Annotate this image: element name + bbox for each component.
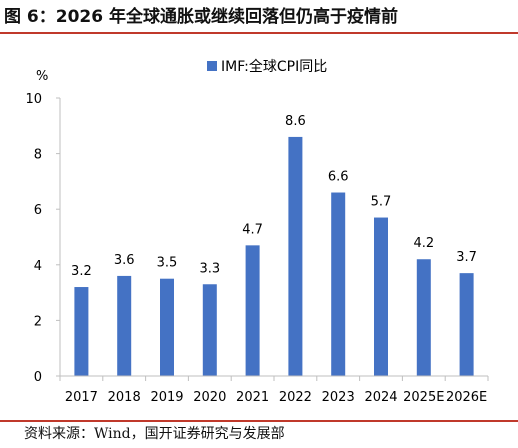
source-note: 资料来源：Wind，国开证券研究与发展部	[24, 426, 285, 442]
data-label: 3.6	[114, 253, 135, 268]
bar-2021	[245, 245, 260, 376]
bar-2025E	[416, 259, 431, 376]
bar-2026E	[459, 273, 474, 376]
legend-swatch	[207, 61, 217, 71]
x-tick-label: 2022	[279, 390, 312, 405]
bar-2019	[160, 278, 174, 376]
data-label: 3.3	[199, 261, 220, 276]
y-tick-label: 2	[34, 314, 42, 329]
x-tick-label: 2023	[322, 390, 355, 405]
bar-2017	[74, 287, 89, 376]
bar-2024	[374, 217, 388, 376]
data-label: 3.7	[456, 250, 477, 265]
data-label: 3.2	[71, 264, 92, 279]
bar-2020	[202, 284, 217, 376]
x-tick-label: 2019	[150, 390, 183, 405]
bars	[74, 136, 474, 376]
x-axis: 2017 2018 2019 2020 2021 2022 2023 2024 2025E 202…	[59, 375, 489, 405]
data-label: 3.5	[157, 256, 178, 271]
x-tick-label: 2017	[65, 390, 98, 405]
data-label: 5.7	[371, 195, 392, 210]
legend: IMF:全球CPI同比	[207, 58, 327, 75]
data-label: 6.6	[328, 170, 349, 185]
x-tick-label: 2020	[193, 390, 226, 405]
x-tick-label: 2024	[364, 390, 397, 405]
bar-2022	[288, 136, 303, 376]
source-rule	[0, 420, 518, 422]
bar-2023	[331, 192, 346, 376]
y-tick-label: 10	[25, 92, 42, 107]
y-tick-label: 4	[34, 259, 42, 274]
title-rule	[0, 32, 518, 34]
y-axis-unit: %	[36, 69, 48, 84]
y-tick-label: 8	[34, 148, 42, 163]
x-tick-label: 2025E	[403, 390, 444, 405]
data-label: 4.2	[413, 236, 434, 251]
x-tick-label: 2018	[108, 390, 141, 405]
y-axis: 0 2 4 6 8 10	[25, 92, 61, 385]
data-labels: 3.2 3.6 3.5 3.3 4.7 8.6 6.6 5.7 4.2 3.7	[71, 114, 477, 279]
y-tick-label: 0	[34, 370, 42, 385]
figure-title: 图 6：2026 年全球通胀或继续回落但仍高于疫情前	[4, 7, 398, 27]
bar-chart: IMF:全球CPI同比 % 0 2 4 6 8 10 3.2 3.6 3.5 3.3 4.7 8.6…	[25, 58, 489, 405]
data-label: 4.7	[242, 222, 263, 237]
y-tick-label: 6	[34, 203, 42, 218]
x-tick-label: 2021	[236, 390, 269, 405]
x-tick-label: 2026E	[446, 390, 487, 405]
legend-label: IMF:全球CPI同比	[221, 58, 327, 75]
bar-2018	[117, 275, 132, 376]
data-label: 8.6	[285, 114, 306, 129]
